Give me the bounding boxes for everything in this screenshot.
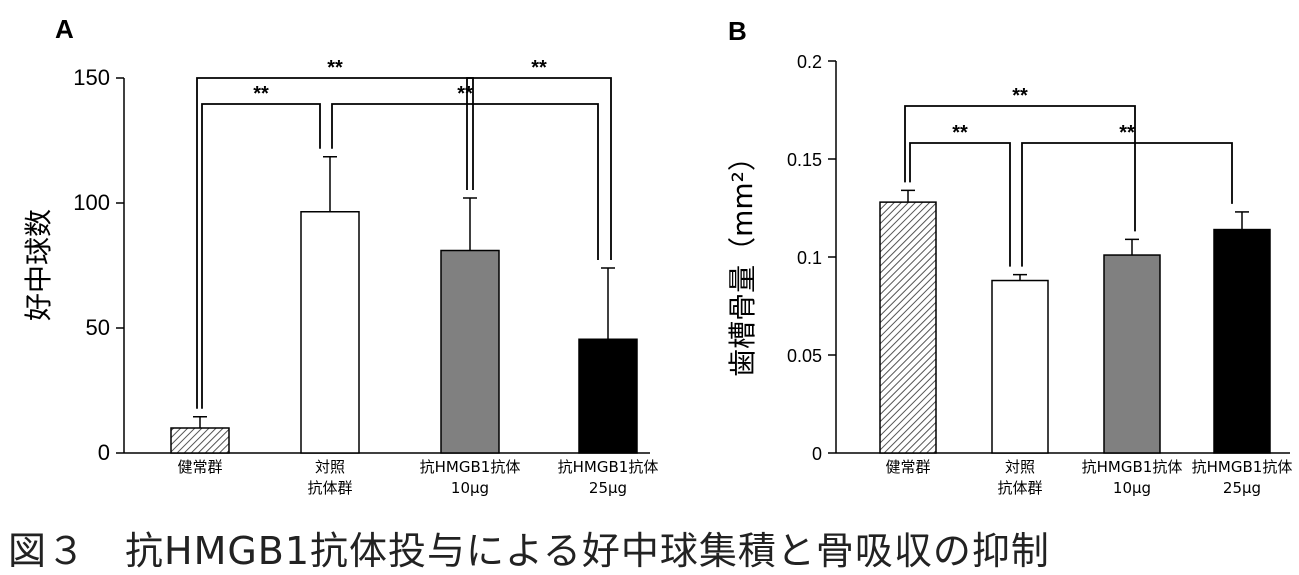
significance-label: ** — [531, 57, 547, 79]
significance-bracket — [196, 77, 474, 409]
panel-letter: A — [55, 14, 74, 44]
bar — [440, 249, 500, 454]
significance-bracket — [909, 142, 1011, 267]
category-label: 抗HMGB1抗体 — [420, 458, 521, 476]
bar — [879, 201, 937, 454]
significance-label: ** — [253, 83, 269, 105]
bar — [170, 427, 230, 454]
significance-label: ** — [327, 57, 343, 79]
significance-label: ** — [952, 122, 968, 144]
category-label: 抗体群 — [997, 479, 1042, 497]
category-label: 対照 — [315, 458, 345, 476]
bar — [300, 211, 360, 454]
significance-bracket — [1021, 142, 1233, 267]
category-label: 抗HMGB1抗体 — [1082, 458, 1183, 476]
bar — [578, 338, 638, 454]
y-tick-label: 0.05 — [787, 346, 822, 366]
significance-label: ** — [457, 83, 473, 105]
category-label: 抗体群 — [307, 479, 352, 497]
category-label: 25μg — [589, 479, 627, 497]
panel-letter: B — [728, 16, 747, 46]
y-tick-label: 0.1 — [797, 248, 822, 268]
y-axis-label: 歯槽骨量（mm²） — [726, 143, 759, 377]
y-tick-label: 50 — [86, 315, 110, 340]
y-axis-label: 好中球数 — [22, 209, 55, 321]
significance-bracket — [904, 105, 1136, 232]
bar — [1103, 254, 1161, 454]
bar — [1213, 228, 1271, 454]
category-label: 健常群 — [885, 458, 930, 476]
y-tick-label: 0 — [98, 440, 110, 465]
category-label: 10μg — [451, 479, 489, 497]
significance-label: ** — [1119, 122, 1135, 144]
y-tick-label: 100 — [73, 190, 110, 215]
y-tick-label: 0 — [812, 444, 822, 464]
category-label: 健常群 — [177, 458, 222, 476]
y-tick-label: 0.15 — [787, 150, 822, 170]
figure-caption: 図３ 抗HMGB1抗体投与による好中球集積と骨吸収の抑制 — [8, 529, 1050, 573]
category-label: 25μg — [1223, 479, 1261, 497]
significance-label: ** — [1012, 85, 1028, 107]
bar — [991, 279, 1049, 454]
category-label: 10μg — [1113, 479, 1151, 497]
y-tick-label: 150 — [73, 65, 110, 90]
category-label: 抗HMGB1抗体 — [558, 458, 659, 476]
significance-bracket — [331, 103, 599, 260]
category-label: 抗HMGB1抗体 — [1192, 458, 1293, 476]
y-tick-label: 0.2 — [797, 52, 822, 72]
significance-bracket — [201, 103, 321, 409]
significance-bracket — [466, 77, 612, 260]
category-label: 対照 — [1005, 458, 1035, 476]
